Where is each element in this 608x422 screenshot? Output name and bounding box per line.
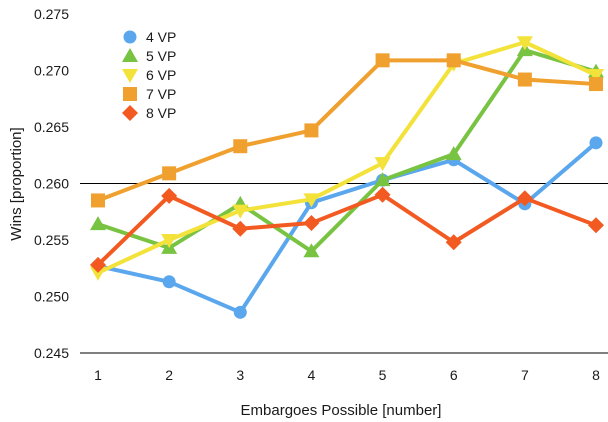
data-point [589,136,603,150]
x-tick-label: 8 [592,367,600,383]
data-point [588,69,604,84]
series-4-vp [91,136,603,319]
y-axis-title: Wins [proportion] [8,127,25,240]
y-tick-label: 0.270 [34,63,69,79]
x-tick-label: 4 [308,367,316,383]
legend: 4 VP 5 VP 6 VP 7 VP 8 VP [122,29,176,121]
data-point [588,217,604,234]
series-8-vp [90,186,604,273]
data-point [90,216,106,231]
x-axis-title: Embargoes Possible [number] [241,402,442,419]
x-tick-label: 7 [521,367,529,383]
y-tick-label: 0.245 [34,345,69,361]
data-point [375,53,390,68]
x-tick-label: 5 [379,367,387,383]
data-point [516,190,533,207]
x-tick-label: 6 [450,367,458,383]
data-point [374,186,391,203]
y-tick-label: 0.265 [34,119,69,135]
y-tick-label: 0.250 [34,289,69,305]
data-point [232,204,249,219]
series-line [96,40,598,275]
data-point [161,187,178,204]
series-line [96,140,598,315]
legend-swatch [123,87,137,101]
legend-item: 6 VP [122,67,176,83]
data-point [233,305,247,319]
data-point [589,77,603,92]
data-point [517,72,532,87]
series-line [96,58,598,203]
axis-layer: 0.245 0.250 0.255 0.260 0.265 0.270 0.275 1 2 3 4 5… [34,6,608,383]
series-line [96,48,598,254]
data-point [445,146,462,161]
series-7-vp [91,53,603,208]
legend-label: 4 VP [146,29,176,45]
series-layer [90,36,604,319]
data-point [446,53,461,68]
x-tick-label: 2 [165,367,173,383]
legend-item: 8 VP [122,105,176,121]
data-point [303,243,320,258]
data-point [374,172,391,187]
data-point [161,234,178,248]
data-point [303,215,320,232]
legend-swatch [122,48,138,62]
x-tick-label: 1 [94,367,102,383]
legend-item: 7 VP [123,86,176,102]
data-point [304,123,319,138]
series-line [96,192,598,267]
data-point [162,275,176,289]
data-point [162,166,177,181]
y-tick-label: 0.260 [34,176,69,192]
legend-item: 4 VP [123,29,176,45]
data-point [90,266,106,281]
data-point [516,36,533,51]
data-point [90,256,106,273]
data-point [91,193,105,208]
y-tick-label: 0.275 [34,6,69,22]
legend-label: 6 VP [146,67,176,83]
legend-item: 5 VP [122,48,176,64]
legend-label: 7 VP [146,86,176,102]
data-point [232,220,249,237]
legend-label: 5 VP [146,48,176,64]
legend-swatch [122,69,138,83]
data-point [445,234,462,251]
data-point [374,157,391,172]
legend-label: 8 VP [146,105,176,121]
x-tick-label: 3 [236,367,244,383]
legend-swatch [122,105,138,121]
legend-swatch [123,30,137,44]
y-tick-label: 0.255 [34,232,69,248]
data-point [233,139,248,154]
data-point [303,193,320,208]
